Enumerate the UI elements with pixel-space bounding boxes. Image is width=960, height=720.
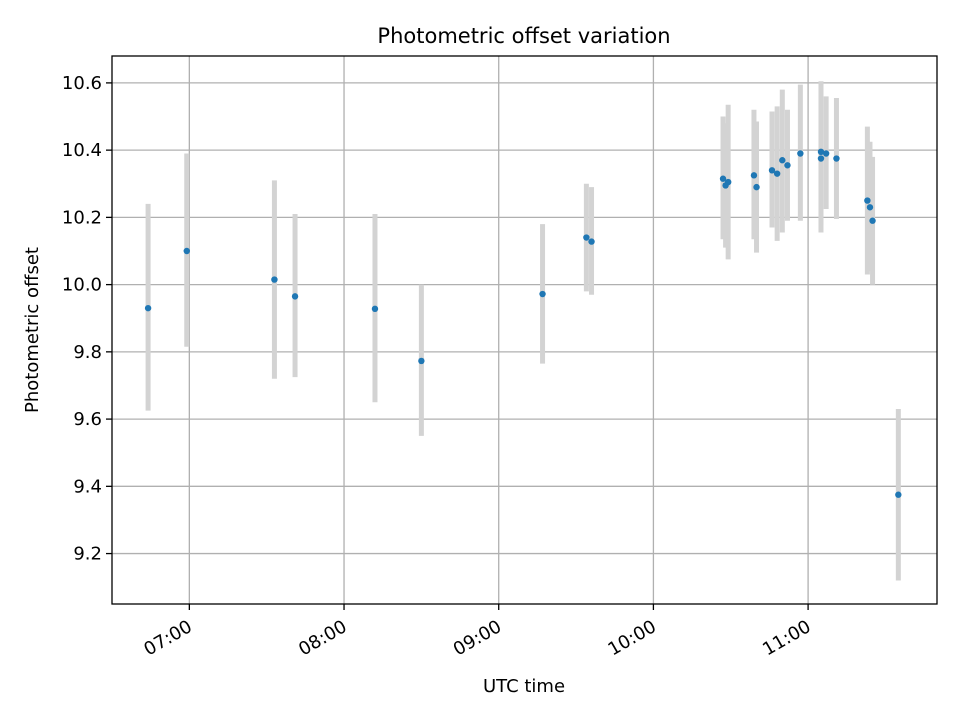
x-tick-label: 08:00 (295, 616, 350, 660)
y-tick-label: 10.6 (62, 73, 102, 94)
data-point (539, 290, 546, 298)
y-tick-label: 9.6 (73, 409, 102, 430)
y-axis-ticks: 9.2 9.4 9.6 9.8 10.0 10.2 10.4 10.6 (62, 73, 112, 565)
data-point (895, 491, 902, 498)
data-point (271, 276, 278, 283)
data-point (866, 204, 874, 211)
data-point (833, 155, 840, 162)
plot-frame (111, 55, 938, 605)
data-point (797, 150, 804, 157)
data-point (822, 150, 830, 157)
data-point (418, 357, 425, 365)
data-point (588, 238, 595, 245)
data-point (773, 170, 781, 177)
y-axis-label: Photometric offset (22, 247, 43, 413)
data-point (864, 197, 871, 204)
data-point (869, 217, 876, 224)
x-tick-label: 11:00 (759, 616, 814, 660)
y-tick-label: 9.8 (73, 342, 102, 363)
data-point (724, 178, 732, 186)
data-point (779, 157, 786, 164)
data-point (583, 234, 590, 241)
data-point (144, 304, 152, 312)
y-tick-label: 9.2 (73, 544, 102, 565)
data-point (817, 155, 825, 162)
data-point (753, 183, 760, 191)
data-point (719, 175, 727, 182)
error-bars (145, 81, 901, 581)
x-tick-label: 07:00 (140, 616, 195, 660)
data-point (817, 148, 825, 156)
x-axis-label: UTC time (483, 676, 565, 697)
grid-lines (112, 56, 937, 604)
y-tick-label: 9.4 (73, 476, 102, 497)
y-tick-label: 10.4 (62, 140, 102, 161)
data-point (291, 293, 299, 300)
data-point (768, 167, 776, 174)
data-point (371, 305, 379, 313)
x-tick-label: 10:00 (604, 616, 659, 660)
chart-title: Photometric offset variation (377, 24, 670, 48)
x-axis-ticks: 07:00 08:00 09:00 10:00 11:00 (140, 604, 815, 660)
data-point (750, 172, 758, 179)
y-tick-label: 10.0 (62, 275, 102, 296)
data-point (784, 162, 791, 169)
data-points (144, 148, 902, 498)
y-tick-label: 10.2 (62, 207, 102, 228)
x-tick-label: 09:00 (450, 616, 505, 660)
data-point (183, 247, 190, 255)
